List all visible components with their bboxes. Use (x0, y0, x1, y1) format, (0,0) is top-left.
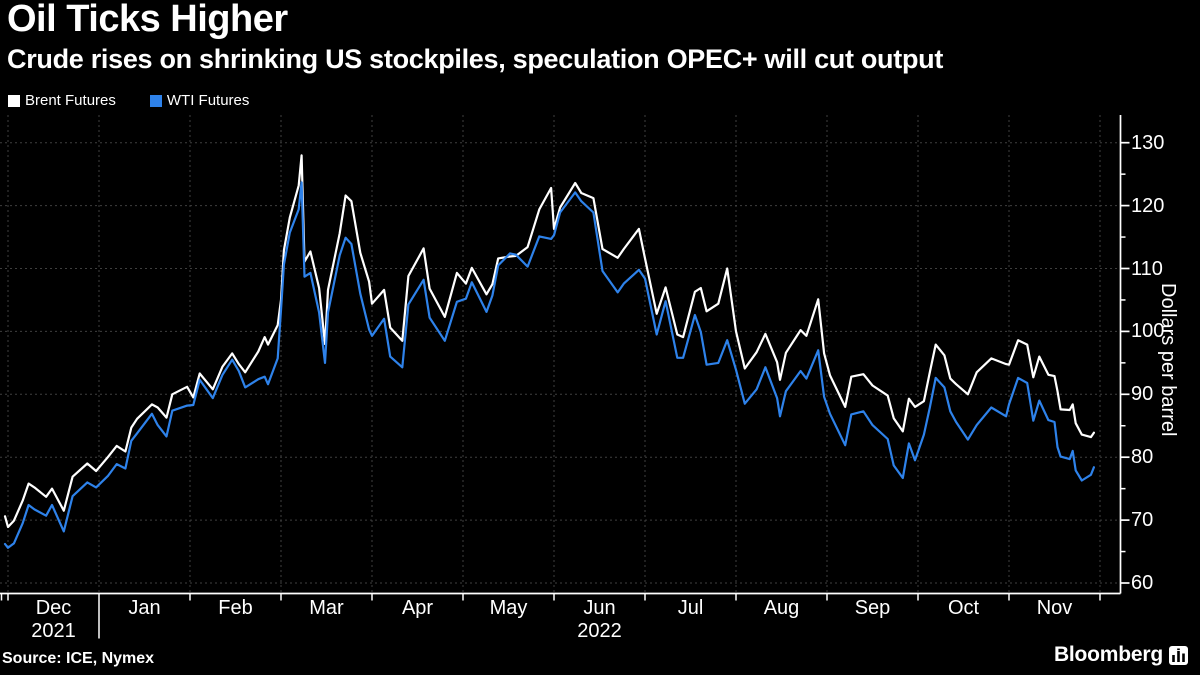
series-line-wti-futures (3, 181, 1096, 549)
x-tick-label: Nov (1036, 597, 1073, 619)
bloomberg-chart-icon (1169, 645, 1188, 665)
x-tick-label: Apr (401, 597, 434, 619)
y-tick-label: 120 (1131, 194, 1165, 217)
legend-label-brent: Brent Futures (25, 92, 116, 109)
y-tick-label: 90 (1131, 383, 1154, 406)
x-tick-label: Jun (583, 597, 616, 619)
x-tick-label: Sep (854, 597, 891, 619)
y-tick-label: 60 (1131, 572, 1154, 594)
y-tick-label: 100 (1131, 320, 1165, 343)
legend-swatch-brent-icon (8, 94, 20, 107)
x-tick-label: Jul (677, 597, 704, 619)
year-label: 2021 (31, 620, 76, 642)
year-label: 2022 (577, 620, 622, 642)
y-tick-label: 80 (1131, 446, 1154, 469)
x-tick-label: May (489, 597, 528, 619)
legend: Brent Futures WTI Futures (8, 92, 249, 109)
x-tick-label: Dec (35, 597, 72, 619)
legend-swatch-wti-icon (149, 94, 162, 107)
bloomberg-wordmark: Bloomberg (1053, 643, 1163, 666)
y-tick-label: 110 (1131, 257, 1163, 280)
source-note: Source: ICE, Nymex (2, 650, 155, 667)
legend-label-wti: WTI Futures (166, 92, 250, 109)
x-tick-label: Feb (218, 597, 253, 619)
x-tick-label: Oct (947, 597, 980, 619)
chart-subtitle: Crude rises on shrinking US stockpiles, … (7, 44, 944, 74)
legend-item-wti: WTI Futures (149, 92, 250, 109)
bloomberg-logo: Bloomberg (1054, 643, 1188, 667)
x-tick-label: Aug (763, 597, 800, 619)
x-tick-label: Mar (309, 597, 344, 619)
y-tick-label: 70 (1131, 509, 1154, 532)
y-axis-title: Dollars per barrel (1157, 283, 1179, 437)
legend-item-brent: Brent Futures (8, 92, 116, 109)
y-tick-label: 130 (1131, 131, 1165, 154)
page-title: Oil Ticks Higher (7, 0, 288, 40)
series-line-brent-futures (3, 154, 1096, 529)
x-tick-label: Jan (128, 597, 161, 619)
